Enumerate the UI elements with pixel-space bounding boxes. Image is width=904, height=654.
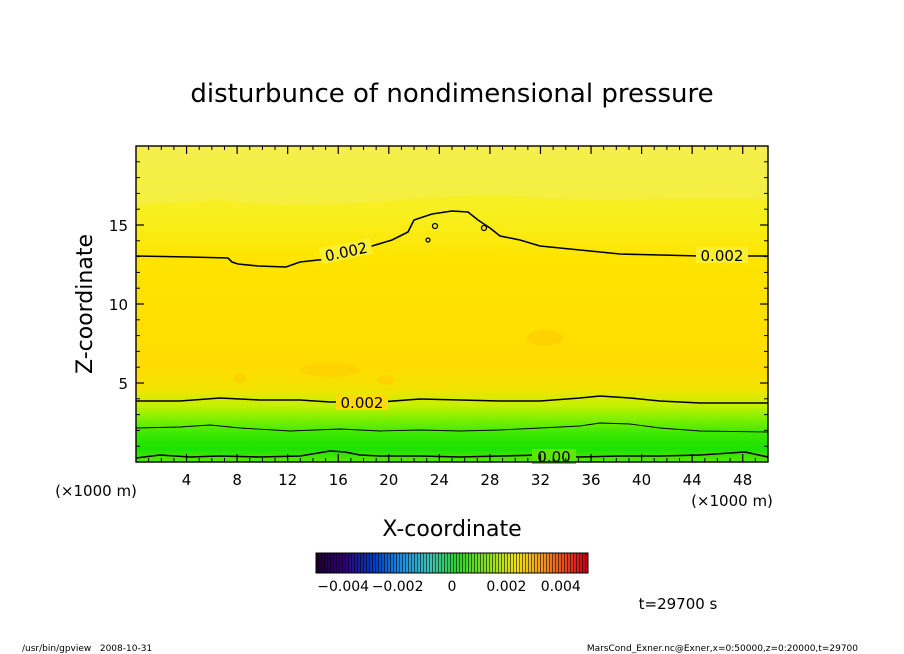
x-axis-label: X-coordinate: [382, 517, 521, 542]
y-axis-label: Z-coordinate: [73, 234, 98, 374]
x-tick-label: 44: [683, 471, 702, 489]
x-tick-label: 16: [329, 471, 348, 489]
footer-left: /usr/bin/gpview 2008-10-31: [22, 644, 152, 654]
contour-line-thin: [135, 422, 769, 433]
colorbar: −0.004 −0.002 0 0.002 0.004: [315, 552, 589, 595]
colorbar-ticks: −0.004 −0.002 0 0.002 0.004: [317, 579, 581, 595]
colorbar-tick-label: −0.002: [372, 579, 424, 595]
y-unit-label: (×1000 m): [55, 482, 137, 500]
field-blob: [410, 248, 530, 276]
colorbar-frame: [315, 552, 589, 574]
x-tick-label: 32: [531, 471, 550, 489]
y-axis-ticks: 5 10 15: [109, 161, 768, 447]
contour-line: [135, 210, 768, 268]
contour-line: [135, 450, 769, 459]
x-tick-label: 40: [632, 471, 651, 489]
x-unit-label: (×1000 m): [691, 492, 773, 510]
x-tick-label: 36: [581, 471, 600, 489]
field-blob: [378, 375, 394, 385]
x-tick-label: 8: [232, 471, 242, 489]
contour-loop: [425, 237, 431, 243]
plot-area: 0.002 0.002 0.002 0.00: [135, 145, 769, 466]
colorbar-tick-label: 0: [448, 579, 457, 595]
contour-loop: [480, 224, 488, 232]
x-axis-ticks: 4 8 12 16 20 24 28 32 36 40 44 48: [148, 146, 756, 489]
colorbar-tick-label: 0.002: [486, 579, 526, 595]
contour-loop: [431, 222, 439, 230]
contour-label: 0.002: [701, 247, 744, 265]
y-tick-label: 5: [118, 375, 128, 393]
colorbar-tick-label: 0.004: [541, 579, 581, 595]
colorbar-stripes: [316, 553, 588, 573]
field-blob: [300, 363, 360, 377]
x-tick-label: 48: [733, 471, 752, 489]
colorbar-tick-label: −0.004: [317, 579, 369, 595]
x-tick-label: 28: [480, 471, 499, 489]
footer-right: MarsCond_Exner.nc@Exner,x=0:50000,z=0:20…: [587, 644, 858, 654]
contour-label: 0.00: [537, 448, 570, 466]
x-tick-label: 24: [430, 471, 449, 489]
x-tick-label: 12: [278, 471, 297, 489]
field-blob: [527, 330, 563, 346]
field-blob: [234, 373, 246, 383]
contour-line: [136, 395, 768, 404]
y-tick-label: 10: [109, 296, 128, 314]
chart-title: disturbunce of nondimensional pressure: [190, 79, 713, 109]
contour-label: 0.002: [341, 394, 384, 412]
x-tick-label: 4: [182, 471, 192, 489]
y-tick-label: 15: [109, 217, 128, 235]
upper-light-region: [136, 146, 768, 205]
x-tick-label: 20: [379, 471, 398, 489]
time-label: t=29700 s: [639, 595, 718, 613]
